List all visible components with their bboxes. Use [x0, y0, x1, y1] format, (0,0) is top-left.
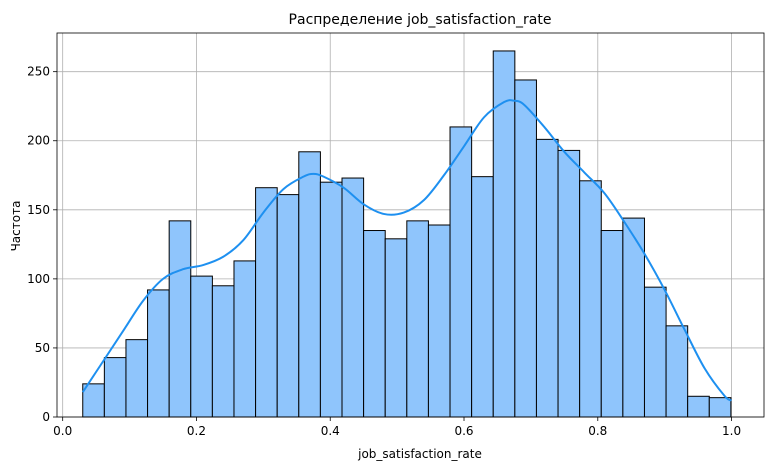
histogram-bar-15: [406, 220, 429, 418]
y-tick-label-2: 100: [27, 272, 50, 286]
histogram-bar-1: [103, 357, 127, 418]
x-tick-label-5: 1.0: [722, 424, 741, 438]
kde-layer: [81, 99, 733, 402]
histogram-bar-10: [298, 151, 321, 418]
histogram-bar-2: [125, 339, 149, 418]
histogram-bar-29: [708, 397, 732, 418]
kde-curve: [81, 99, 733, 402]
histogram-bar-13: [363, 230, 386, 418]
histogram-bar-26: [643, 286, 667, 418]
y-tick-label-0: 0: [42, 410, 50, 424]
histogram-bar-20: [514, 79, 537, 418]
histogram-bar-11: [319, 181, 343, 418]
histogram-bar-16: [427, 224, 451, 418]
histogram-bar-7: [233, 260, 257, 418]
y-tick-label-5: 250: [27, 65, 50, 79]
histogram-bar-23: [579, 180, 602, 418]
histogram-bar-4: [168, 220, 192, 418]
histogram-bar-24: [600, 230, 624, 418]
histogram-bar-14: [384, 238, 408, 418]
x-tick-label-0: 0.0: [53, 424, 72, 438]
histogram-bar-9: [276, 194, 300, 418]
y-axis-title: Частота: [9, 201, 23, 252]
histogram-bar-12: [341, 177, 365, 418]
ticks-layer: 0.0 0.2 0.4 0.6 0.8 1.0 0 50 100 150 200 250: [27, 65, 741, 438]
histogram-bar-17: [449, 126, 473, 418]
bars-layer: [82, 50, 732, 418]
histogram-bar-21: [535, 138, 559, 418]
y-tick-label-1: 50: [35, 341, 50, 355]
x-tick-label-1: 0.2: [187, 424, 206, 438]
x-tick-label-4: 0.8: [588, 424, 607, 438]
histogram-bar-18: [471, 176, 494, 418]
histogram-bar-28: [687, 395, 710, 418]
x-tick-label-3: 0.6: [454, 424, 473, 438]
histogram-bar-6: [211, 285, 235, 418]
axes-layer: [56, 32, 765, 418]
histogram-bar-22: [557, 149, 581, 418]
y-tick-label-3: 150: [27, 203, 50, 217]
histogram-bar-5: [190, 275, 213, 418]
histogram-bar-8: [255, 187, 278, 418]
histogram-bar-27: [665, 325, 689, 418]
y-tick-label-4: 200: [27, 134, 50, 148]
histogram-bar-3: [147, 289, 170, 418]
x-tick-label-2: 0.4: [321, 424, 340, 438]
plot-frame: [56, 32, 765, 418]
x-axis-title: job_satisfaction_rate: [357, 447, 482, 461]
chart-title: Распределение job_satisfaction_rate: [289, 12, 552, 28]
